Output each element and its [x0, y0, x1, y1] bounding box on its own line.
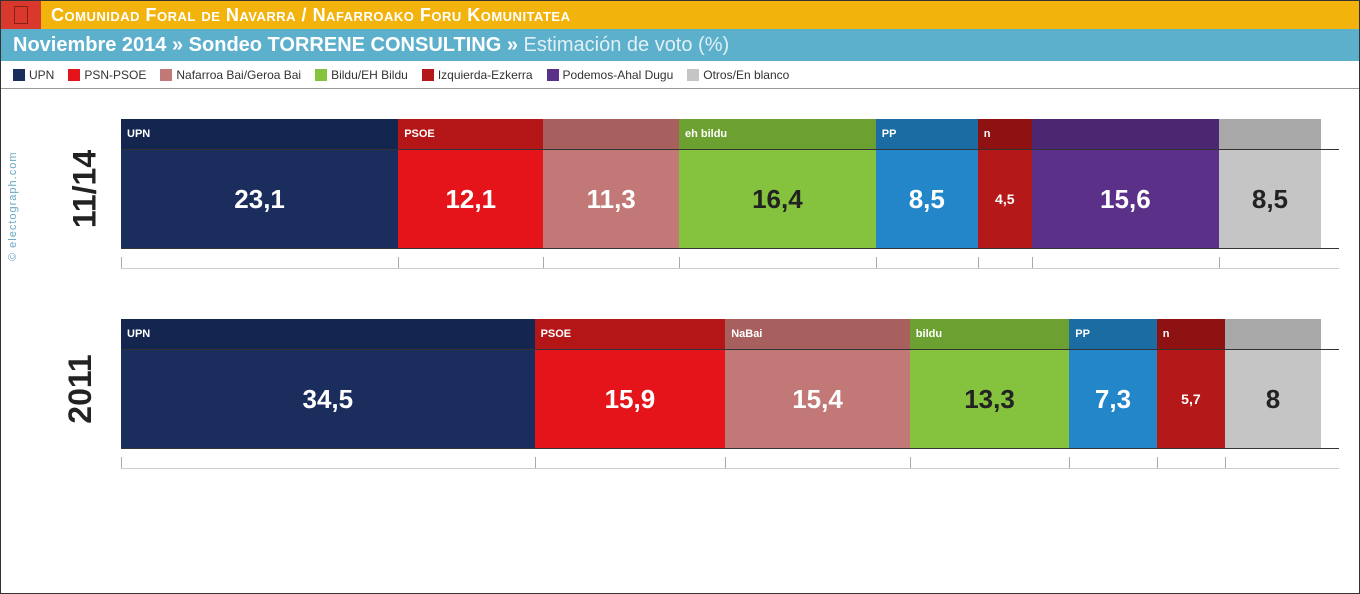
value-segment: 4,5 [978, 150, 1032, 248]
value-segment: 15,4 [725, 350, 910, 448]
party-tag [1032, 119, 1219, 149]
legend-item: Podemos-Ahal Dugu [547, 68, 674, 82]
region-flag-box [1, 1, 41, 29]
legend-swatch [160, 69, 172, 81]
party-tag [543, 119, 679, 149]
legend-label: Nafarroa Bai/Geroa Bai [176, 68, 301, 82]
value-strip: 34,515,915,413,37,35,78 [121, 349, 1339, 449]
navarra-flag-icon [14, 6, 28, 24]
region-title: Comunidad Foral de Navarra / Nafarroako … [51, 5, 570, 26]
value-segment: 8,5 [876, 150, 978, 248]
header-primary: Comunidad Foral de Navarra / Nafarroako … [1, 1, 1359, 29]
bar-wrap: UPNPSOENaBaibilduPPn34,515,915,413,37,35… [121, 319, 1339, 459]
tick-strip [121, 257, 1339, 269]
party-tag [1225, 319, 1321, 349]
legend-swatch [13, 69, 25, 81]
legend-item: Nafarroa Bai/Geroa Bai [160, 68, 301, 82]
legend-item: Bildu/EH Bildu [315, 68, 408, 82]
value-segment: 12,1 [398, 150, 543, 248]
legend-swatch [68, 69, 80, 81]
party-tag: NaBai [725, 319, 910, 349]
legend-label: PSN-PSOE [84, 68, 146, 82]
party-tag: PP [1069, 319, 1157, 349]
value-segment: 8,5 [1219, 150, 1321, 248]
party-tag [1219, 119, 1321, 149]
subtitle: Noviembre 2014 » Sondeo TORRENE CONSULTI… [13, 34, 729, 57]
legend-label: Otros/En blanco [703, 68, 789, 82]
party-tag: PSOE [535, 319, 726, 349]
value-segment: 13,3 [910, 350, 1069, 448]
header-secondary: Noviembre 2014 » Sondeo TORRENE CONSULTI… [1, 29, 1359, 61]
value-segment: 15,6 [1032, 150, 1219, 248]
legend-swatch [687, 69, 699, 81]
legend-label: Bildu/EH Bildu [331, 68, 408, 82]
legend-label: Izquierda-Ezkerra [438, 68, 533, 82]
header-title-bar: Comunidad Foral de Navarra / Nafarroako … [41, 1, 1359, 29]
party-strip: UPNPSOENaBaibilduPPn [121, 319, 1339, 349]
value-segment: 5,7 [1157, 350, 1225, 448]
chart-container: Comunidad Foral de Navarra / Nafarroako … [0, 0, 1360, 594]
row-label: 11/14 [67, 150, 104, 228]
chart-row: 11/14UPNPSOEeh bilduPPn23,112,111,316,48… [121, 119, 1339, 259]
tick-strip [121, 457, 1339, 469]
party-tag: PP [876, 119, 978, 149]
bar-wrap: UPNPSOEeh bilduPPn23,112,111,316,48,54,5… [121, 119, 1339, 259]
legend-label: Podemos-Ahal Dugu [563, 68, 674, 82]
value-segment: 23,1 [121, 150, 398, 248]
party-tag: bildu [910, 319, 1069, 349]
party-tag: UPN [121, 319, 535, 349]
value-strip: 23,112,111,316,48,54,515,68,5 [121, 149, 1339, 249]
party-tag: n [978, 119, 1032, 149]
legend-label: UPN [29, 68, 54, 82]
legend-item: Otros/En blanco [687, 68, 789, 82]
party-tag: PSOE [398, 119, 543, 149]
row-label: 2011 [62, 354, 99, 423]
legend-swatch [547, 69, 559, 81]
party-tag: UPN [121, 119, 398, 149]
legend-item: UPN [13, 68, 54, 82]
value-segment: 15,9 [535, 350, 726, 448]
legend: UPN PSN-PSOE Nafarroa Bai/Geroa Bai Bildu/E… [1, 61, 1359, 89]
legend-swatch [315, 69, 327, 81]
value-segment: 7,3 [1069, 350, 1157, 448]
legend-item: Izquierda-Ezkerra [422, 68, 533, 82]
value-segment: 8 [1225, 350, 1321, 448]
legend-item: PSN-PSOE [68, 68, 146, 82]
legend-swatch [422, 69, 434, 81]
party-tag: n [1157, 319, 1225, 349]
party-tag: eh bildu [679, 119, 876, 149]
party-strip: UPNPSOE eh bilduPPn [121, 119, 1339, 149]
chart-area: 11/14UPNPSOEeh bilduPPn23,112,111,316,48… [1, 89, 1359, 594]
value-segment: 34,5 [121, 350, 535, 448]
chart-row: 2011UPNPSOENaBaibilduPPn34,515,915,413,3… [121, 319, 1339, 459]
value-segment: 11,3 [543, 150, 679, 248]
value-segment: 16,4 [679, 150, 876, 248]
